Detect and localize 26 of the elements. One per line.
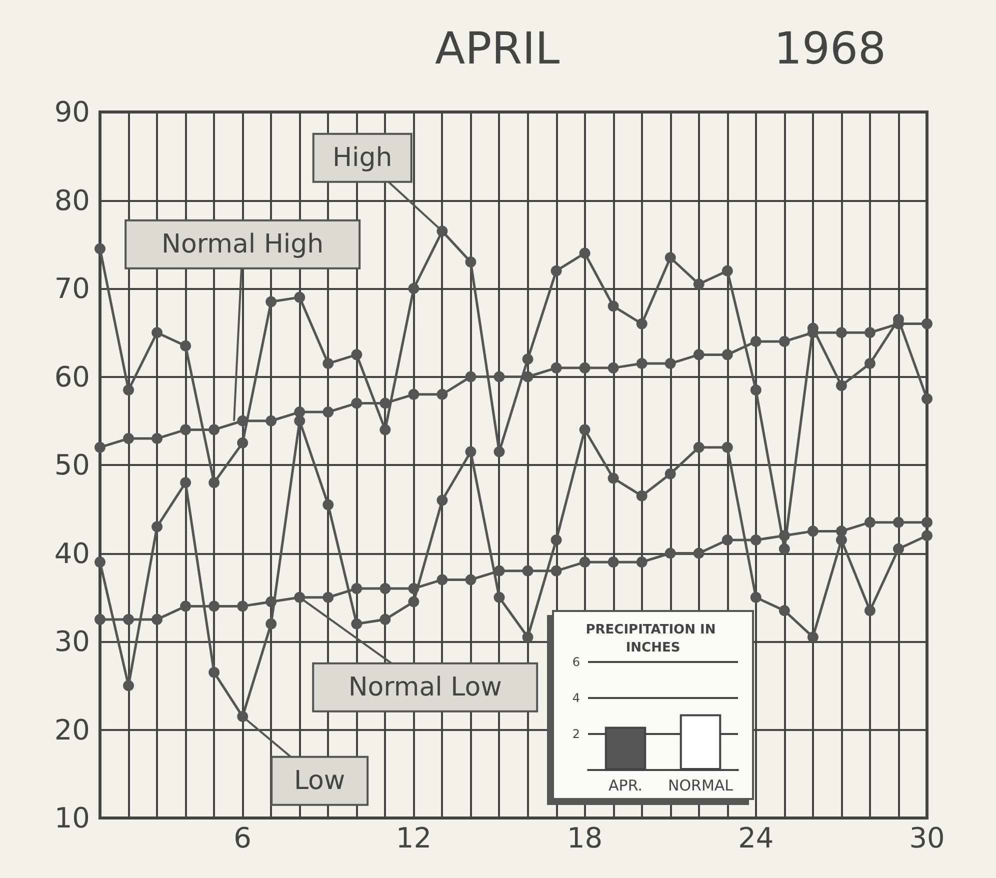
y-tick-label: 4 <box>572 691 580 705</box>
y-tick-label: 50 <box>54 448 90 482</box>
x-tick-label: 6 <box>234 822 252 854</box>
y-tick-label: 70 <box>54 272 90 305</box>
text: Normal High <box>162 229 324 260</box>
x-tick-label: NORMAL <box>668 776 734 794</box>
y-tick-label: 90 <box>54 96 90 128</box>
chart-title: APRIL <box>435 24 560 74</box>
y-tick-label: 20 <box>54 713 90 746</box>
text: Low <box>294 766 346 796</box>
chart-subtitle: 1968 <box>774 24 886 74</box>
y-tick-label: 2 <box>572 727 580 741</box>
y-tick-label: 10 <box>54 802 90 834</box>
x-tick-label: 12 <box>396 822 432 854</box>
x-tick-label: 18 <box>566 822 603 854</box>
chart-title: PRECIPITATION IN INCHES <box>586 622 720 656</box>
y-tick-label: 40 <box>54 536 90 570</box>
text: High <box>332 142 392 173</box>
x-tick-label: APR. <box>608 776 642 794</box>
y-tick-label: 30 <box>54 625 90 658</box>
y-tick-label: 60 <box>54 360 90 394</box>
text: Normal Low <box>348 672 502 702</box>
x-tick-label: 24 <box>738 822 774 854</box>
x-tick-label: 30 <box>909 822 945 854</box>
y-tick-label: 80 <box>54 184 90 217</box>
y-tick-label: 6 <box>572 655 580 669</box>
